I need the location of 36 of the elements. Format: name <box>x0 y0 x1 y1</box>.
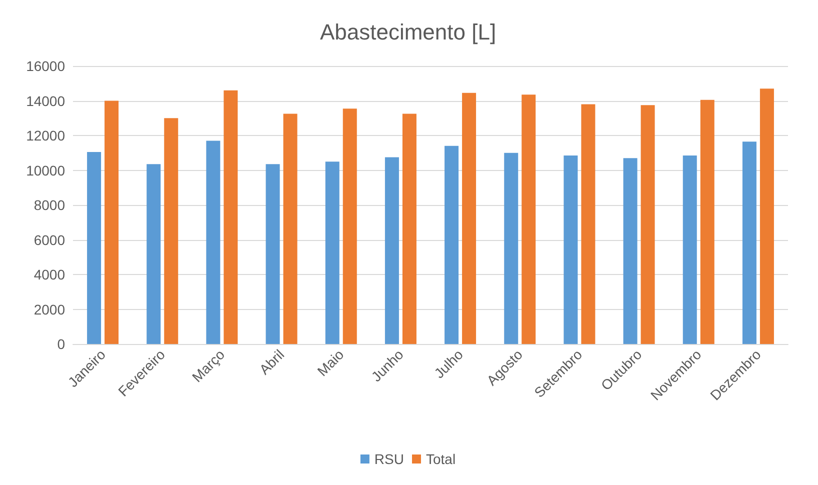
bar <box>224 90 238 344</box>
y-tick-label: 4000 <box>34 266 66 282</box>
bar <box>623 158 638 344</box>
bar <box>87 152 102 344</box>
y-tick-label: 8000 <box>34 197 66 213</box>
bar <box>384 157 399 344</box>
bar <box>564 155 578 344</box>
bar <box>760 88 774 344</box>
bar <box>325 162 340 344</box>
bar <box>522 94 536 344</box>
bar <box>581 104 596 344</box>
legend-label: Total <box>426 451 456 467</box>
bar <box>104 100 119 344</box>
bar <box>206 140 220 344</box>
bar <box>402 114 416 344</box>
y-tick-label: 16000 <box>26 58 66 74</box>
y-tick-label: 14000 <box>26 92 66 109</box>
bar <box>283 114 298 344</box>
bar <box>342 108 357 344</box>
bar <box>682 155 697 344</box>
bar <box>640 105 655 344</box>
bar <box>146 164 161 344</box>
bar <box>700 100 714 344</box>
y-tick-label: 10000 <box>26 162 66 178</box>
bar <box>164 118 178 344</box>
y-tick-label: 2000 <box>34 301 66 318</box>
bar <box>444 146 459 344</box>
bar <box>462 92 476 344</box>
bar <box>742 142 756 344</box>
y-tick-label: 6000 <box>34 232 66 248</box>
bar <box>266 164 280 344</box>
y-tick-label: 0 <box>57 336 66 352</box>
y-tick-label: 12000 <box>26 128 66 144</box>
bar <box>504 152 518 344</box>
chart-title: Abastecimento [L] <box>320 20 496 44</box>
legend-label: RSU <box>374 451 404 467</box>
